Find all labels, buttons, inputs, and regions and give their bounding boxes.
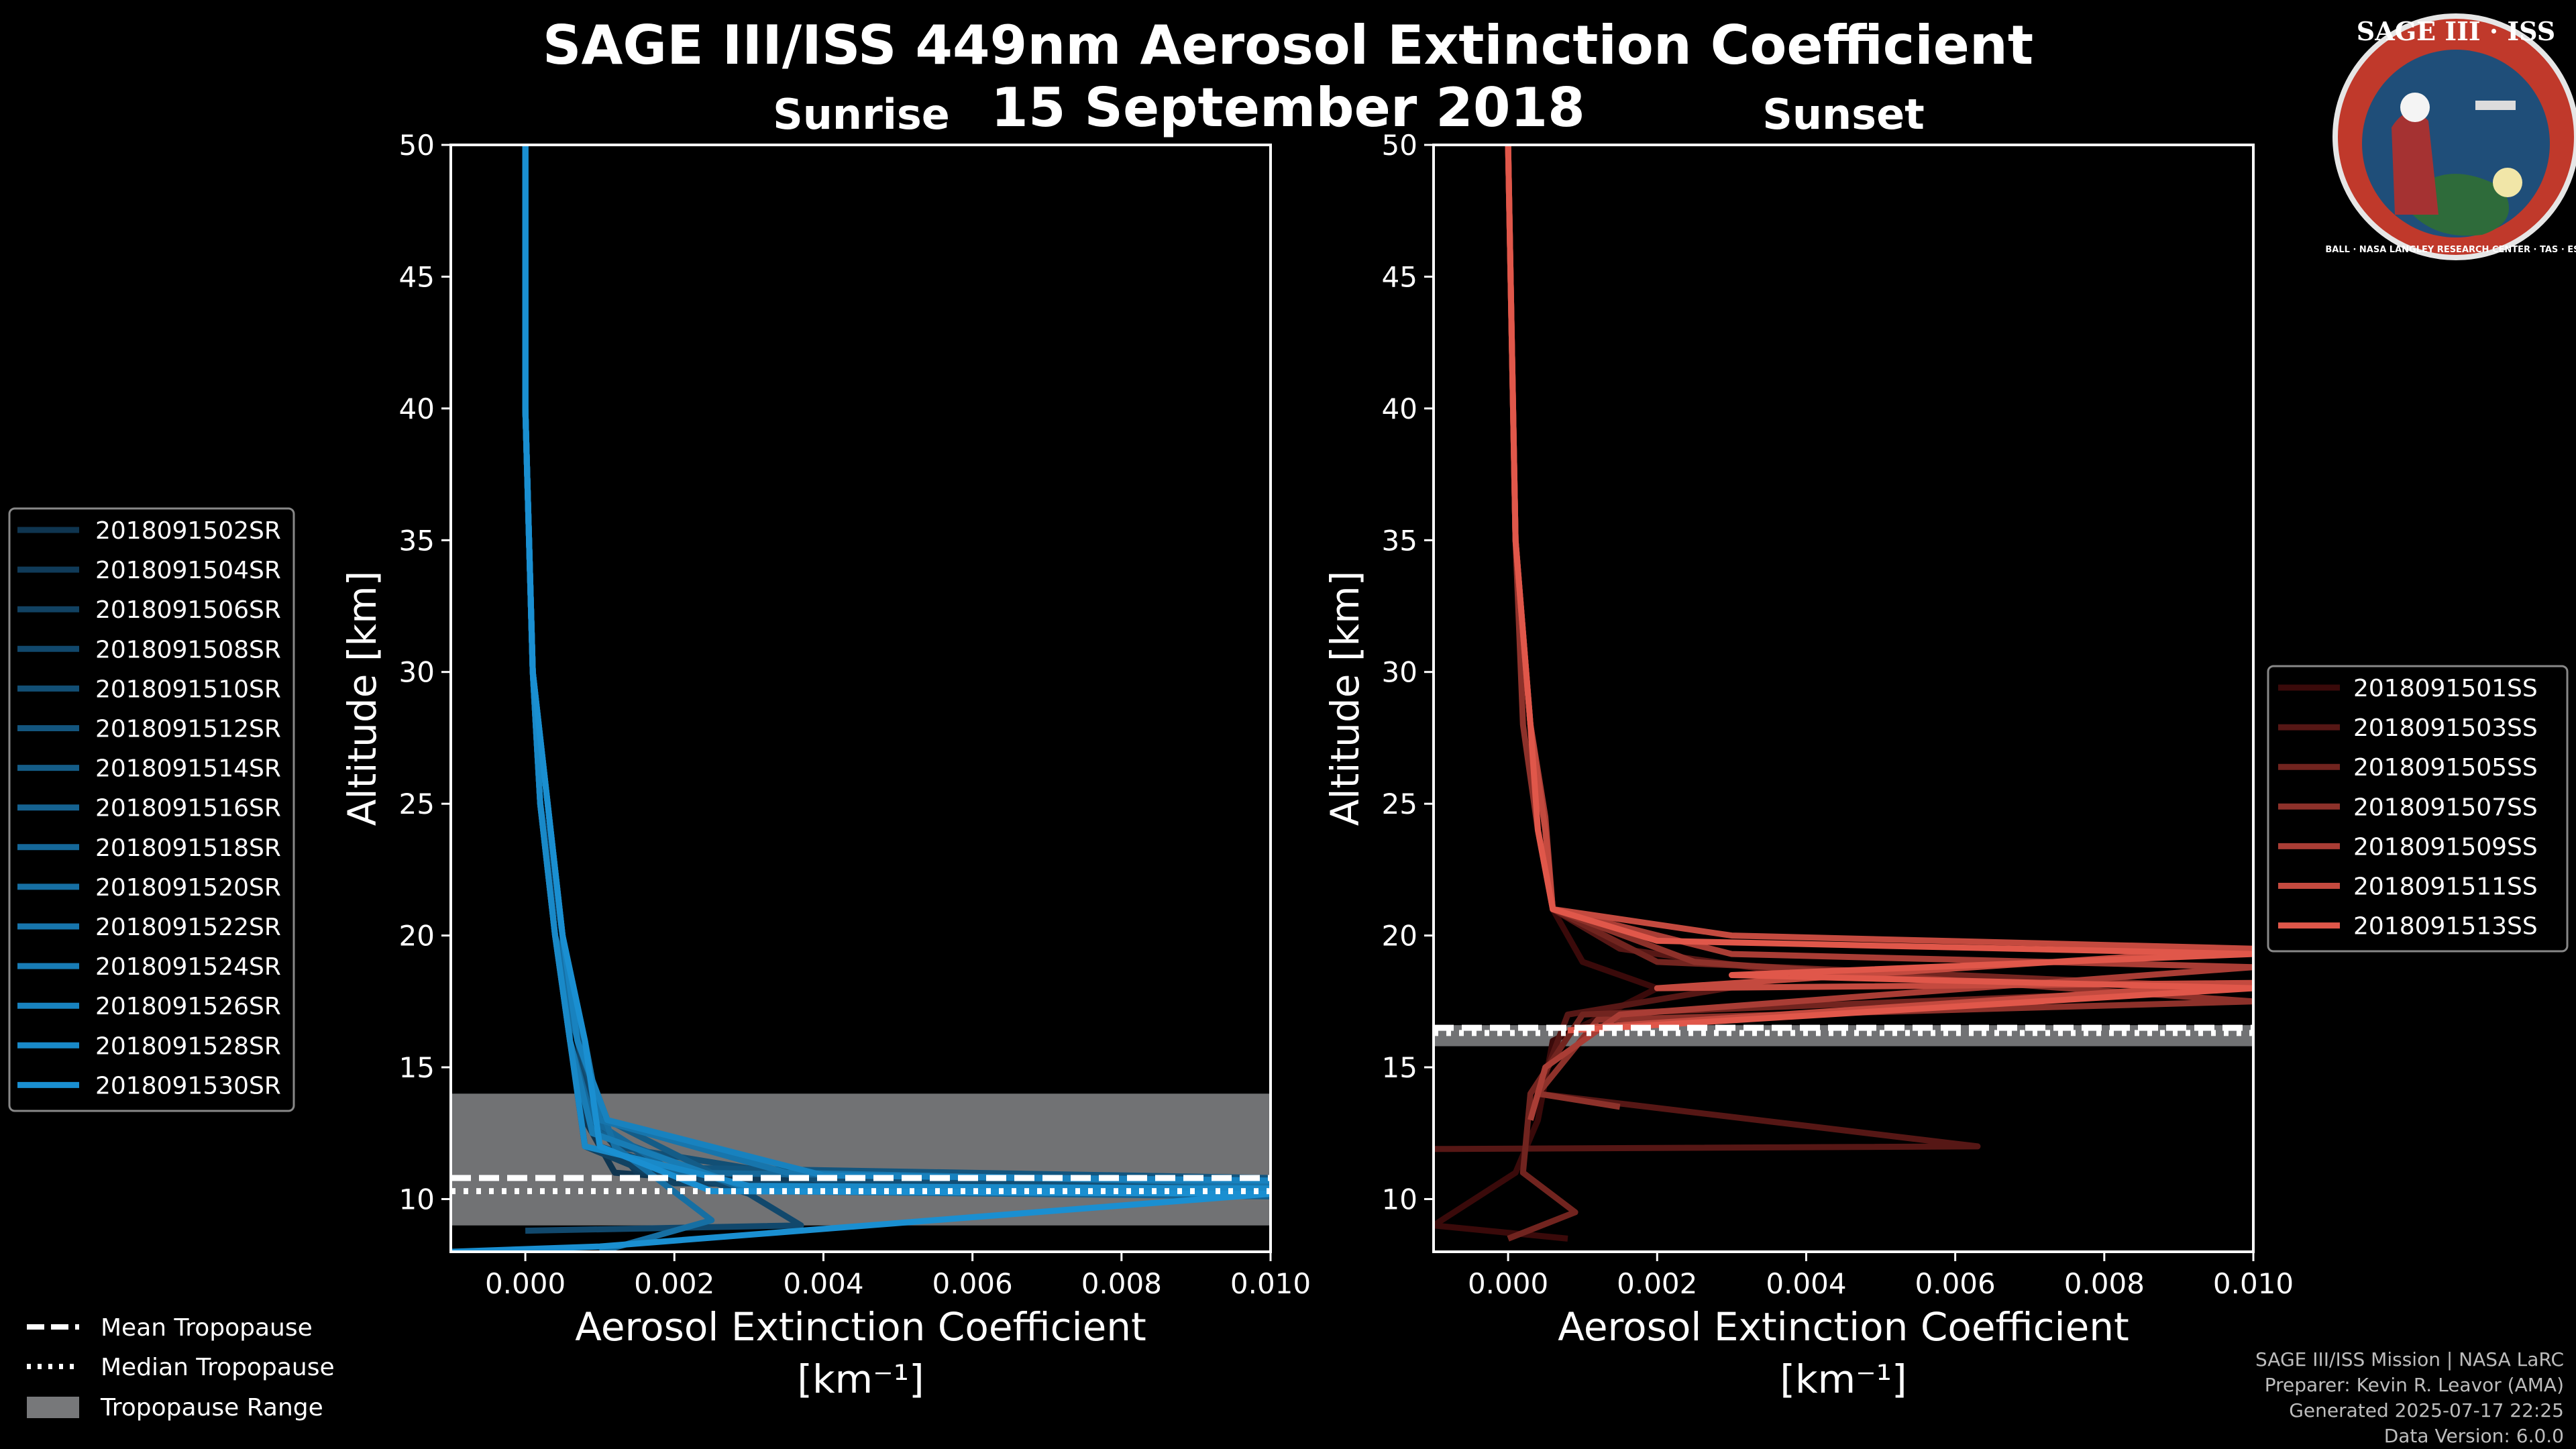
- tropopause-range-legend-swatch: [27, 1397, 79, 1418]
- sunrise-legend-label: 2018091522SR: [95, 914, 281, 941]
- sunrise-y-tick-label: 30: [399, 656, 435, 689]
- sunset-legend-label: 2018091505SS: [2353, 754, 2538, 782]
- sunrise-y-tick-label: 10: [399, 1183, 435, 1216]
- sunrise-legend-label: 2018091506SR: [95, 596, 281, 624]
- sunrise-x-tick-label: 0.000: [485, 1267, 566, 1300]
- sunset-x-tick-label: 0.008: [2064, 1267, 2145, 1300]
- sunset-y-axis-label: Altitude [km]: [1322, 571, 1368, 826]
- sunrise-x-axis-label: Aerosol Extinction Coefficient: [575, 1304, 1146, 1350]
- sunrise-legend-label: 2018091526SR: [95, 993, 281, 1020]
- sunrise-x-tick-label: 0.006: [932, 1267, 1013, 1300]
- sunrise-legend-label: 2018091518SR: [95, 835, 281, 862]
- mean-tropopause-legend-label: Mean Tropopause: [101, 1314, 313, 1342]
- sunrise-y-tick-label: 35: [399, 524, 435, 557]
- logo-moon-icon: [2493, 168, 2522, 197]
- sunrise-x-tick-label: 0.010: [1230, 1267, 1311, 1300]
- sunset-tropopause-layer: [1434, 1024, 2253, 1036]
- sunrise-y-tick-label: 50: [399, 129, 435, 162]
- sunset-y-tick-label: 10: [1382, 1183, 1417, 1216]
- sunset-y-tick-label: 35: [1382, 524, 1417, 557]
- sunset-y-ticks: 10 15 20 25 30 35 40 45 50: [1382, 129, 1434, 1216]
- main-title: SAGE III/ISS 449nm Aerosol Extinction Co…: [543, 14, 2033, 76]
- sunset-plot-area: [1434, 145, 2253, 1252]
- sunset-series-line: [1505, 145, 2253, 1110]
- sunset-subtitle: Sunset: [1762, 90, 1925, 139]
- sunrise-legend: 2018091502SR 2018091504SR 2018091506SR 2018…: [8, 507, 295, 1112]
- sunset-legend: 2018091501SS 2018091503SS 2018091505SS 2018…: [2267, 665, 2569, 953]
- sunrise-x-tick-label: 0.004: [783, 1267, 863, 1300]
- sunset-y-tick-label: 25: [1382, 788, 1417, 820]
- mission-logo: SAGE III · ISS BALL · NASA LANGLEY RESEA…: [2325, 13, 2576, 260]
- sunrise-legend-label: 2018091524SR: [95, 953, 281, 981]
- sunrise-x-ticks: 0.000 0.002 0.004 0.006 0.008 0.010: [485, 1252, 1311, 1300]
- sunrise-legend-label: 2018091516SR: [95, 795, 281, 822]
- sunrise-tropopause-layer: [451, 1175, 1271, 1195]
- median-tropopause-legend-label: Median Tropopause: [101, 1354, 335, 1381]
- sunrise-series-line: [451, 145, 1271, 1252]
- logo-figure-icon: [2392, 112, 2438, 215]
- sunrise-x-tick-label: 0.002: [634, 1267, 714, 1300]
- footer-preparer: Preparer: Kevin R. Leavor (AMA): [2265, 1374, 2564, 1396]
- sunrise-legend-label: 2018091508SR: [95, 636, 281, 663]
- sunrise-plot-frame: [449, 144, 1272, 1253]
- sunset-legend-label: 2018091513SS: [2353, 913, 2538, 941]
- sunrise-y-tick-label: 15: [399, 1051, 435, 1084]
- sunset-legend-label: 2018091507SS: [2353, 794, 2538, 821]
- sunrise-legend-box: [8, 507, 295, 1112]
- tropopause-range-legend-label: Tropopause Range: [100, 1394, 323, 1421]
- sunset-legend-label: 2018091501SS: [2353, 675, 2538, 702]
- sunrise-legend-label: 2018091504SR: [95, 557, 281, 584]
- sunrise-legend-label: 2018091528SR: [95, 1032, 281, 1060]
- sunrise-series-layer: [451, 145, 1271, 1252]
- footer-generated: Generated 2025-07-17 22:25: [2289, 1399, 2564, 1421]
- sunset-x-ticks: 0.000 0.002 0.004 0.006 0.008 0.010: [1468, 1252, 2294, 1300]
- sunset-y-tick-label: 50: [1382, 129, 1417, 162]
- footer-credits: SAGE III/ISS Mission | NASA LaRC Prepare…: [2255, 1348, 2564, 1447]
- footer-mission: SAGE III/ISS Mission | NASA LaRC: [2255, 1348, 2564, 1371]
- sunset-x-tick-label: 0.006: [1915, 1267, 1996, 1300]
- sunset-x-axis-label: Aerosol Extinction Coefficient: [1558, 1304, 2129, 1350]
- sunrise-x-tick-label: 0.008: [1081, 1267, 1162, 1300]
- sunset-x-tick-label: 0.010: [2213, 1267, 2294, 1300]
- date-title: 15 September 2018: [991, 76, 1585, 139]
- sunset-x-tick-label: 0.002: [1617, 1267, 1697, 1300]
- sunrise-legend-label: 2018091512SR: [95, 716, 281, 743]
- logo-title: SAGE III · ISS: [2357, 16, 2555, 46]
- sunset-x-tick-label: 0.000: [1468, 1267, 1548, 1300]
- sunset-y-tick-label: 15: [1382, 1051, 1417, 1084]
- sunset-legend-label: 2018091511SS: [2353, 873, 2538, 901]
- sunrise-y-tick-label: 40: [399, 392, 435, 425]
- sunset-y-tick-label: 45: [1382, 260, 1417, 293]
- sunset-plot-frame: [1432, 144, 2255, 1253]
- sunset-y-tick-label: 30: [1382, 656, 1417, 689]
- sunset-y-tick-label: 40: [1382, 392, 1417, 425]
- sunrise-subtitle: Sunrise: [773, 90, 950, 139]
- logo-space-station-icon: [2475, 101, 2516, 110]
- sunset-legend-label: 2018091509SS: [2353, 833, 2538, 861]
- sunset-y-tick-label: 20: [1382, 920, 1417, 953]
- sunset-x-axis-unit: [km⁻¹]: [1780, 1356, 1907, 1402]
- footer-version: Data Version: 6.0.0: [2384, 1425, 2564, 1447]
- sunset-series-line: [1505, 145, 2253, 1034]
- sunset-legend-box: [2267, 665, 2569, 953]
- sunrise-y-tick-label: 45: [399, 260, 435, 293]
- sunrise-legend-label: 2018091530SR: [95, 1072, 281, 1099]
- sunrise-y-tick-label: 20: [399, 920, 435, 953]
- sunrise-x-axis-unit: [km⁻¹]: [797, 1356, 924, 1402]
- sunset-legend-label: 2018091503SS: [2353, 714, 2538, 742]
- sunrise-legend-label: 2018091510SR: [95, 676, 281, 703]
- sunrise-legend-label: 2018091514SR: [95, 755, 281, 783]
- sunrise-y-ticks: 10 15 20 25 30 35 40 45 50: [399, 129, 451, 1216]
- sunrise-y-tick-label: 25: [399, 788, 435, 820]
- tropopause-legend: Mean Tropopause Median Tropopause Tropop…: [27, 1314, 335, 1421]
- logo-ring-text: BALL · NASA LANGLEY RESEARCH CENTER · TA…: [2325, 245, 2576, 255]
- sunrise-y-axis-label: Altitude [km]: [339, 571, 385, 826]
- sunrise-legend-label: 2018091502SR: [95, 517, 281, 545]
- logo-figure-head-icon: [2400, 93, 2430, 122]
- sunrise-legend-label: 2018091520SR: [95, 874, 281, 902]
- sunset-x-tick-label: 0.004: [1766, 1267, 1846, 1300]
